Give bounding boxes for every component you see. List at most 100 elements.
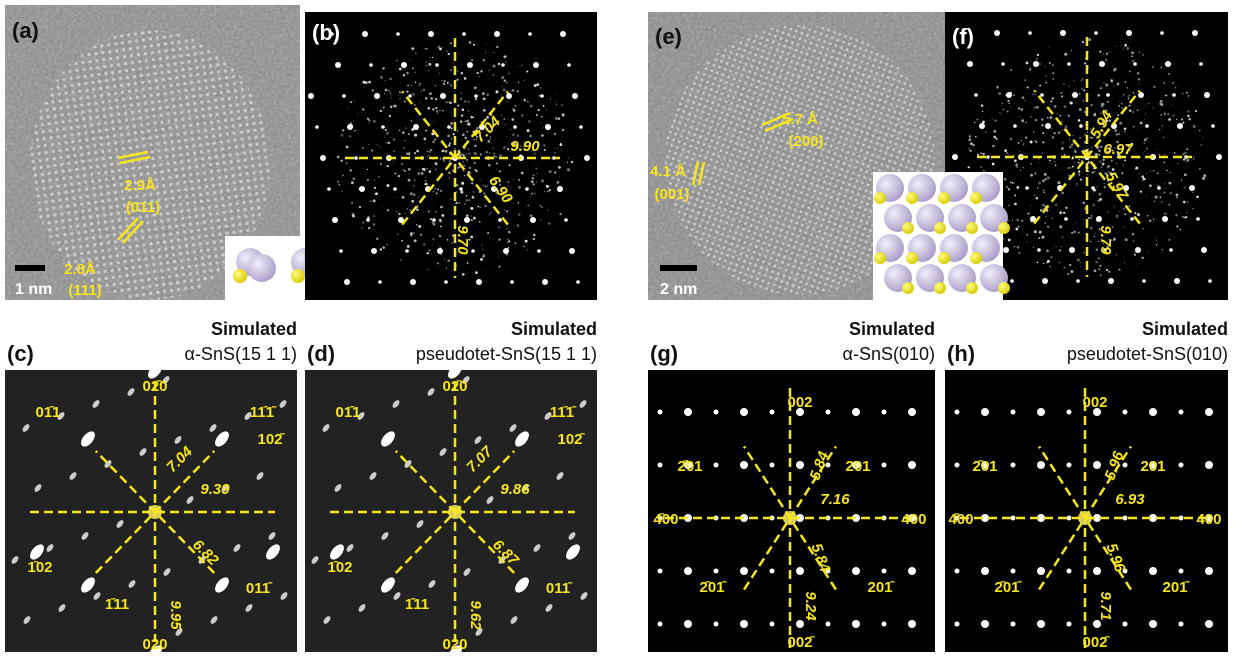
speckle <box>439 158 440 159</box>
speckle <box>1018 107 1021 110</box>
speckle <box>1149 184 1152 187</box>
diffraction-spot <box>1106 93 1110 97</box>
speckle <box>468 152 470 154</box>
speckle <box>386 184 389 187</box>
speckle <box>1033 247 1034 248</box>
speckle <box>1182 93 1183 94</box>
speckle <box>435 211 437 213</box>
speckle <box>421 90 423 92</box>
speckle <box>1076 185 1077 186</box>
speckle <box>1202 177 1205 180</box>
speckle <box>1088 38 1091 41</box>
speckle <box>445 150 448 153</box>
speckle <box>1074 162 1075 163</box>
diffraction-spot <box>1045 123 1051 129</box>
panel-letter: (e) <box>655 24 682 49</box>
speckle <box>1175 87 1176 88</box>
speckle <box>1017 246 1020 249</box>
spot-label: 002 <box>1082 394 1107 411</box>
speckle <box>377 144 378 145</box>
diffraction-spot <box>545 124 551 130</box>
speckle <box>465 168 466 169</box>
speckle <box>1081 78 1083 80</box>
speckle <box>1064 267 1065 268</box>
diffraction-spot <box>444 280 448 284</box>
diffraction-spot <box>557 186 563 192</box>
spot-label: 4̄00 <box>653 511 678 528</box>
speckle <box>350 101 352 103</box>
diffraction-spot <box>882 569 887 574</box>
speckle <box>534 84 537 87</box>
speckle <box>437 48 438 49</box>
speckle <box>1013 94 1015 96</box>
speckle <box>439 110 441 112</box>
speckle <box>498 226 500 228</box>
speckle <box>1047 176 1050 179</box>
speckle <box>363 87 364 88</box>
speckle <box>1088 148 1090 150</box>
speckle <box>1119 122 1122 125</box>
speckle <box>1098 257 1101 260</box>
speckle <box>1162 125 1163 126</box>
panel-letter: (g) <box>650 341 678 366</box>
speckle <box>416 224 418 226</box>
speckle <box>425 183 427 185</box>
speckle <box>536 83 539 86</box>
diffraction-spot <box>359 186 365 192</box>
speckle <box>1161 201 1163 203</box>
speckle <box>473 139 474 140</box>
speckle <box>1102 163 1105 166</box>
speckle <box>1019 150 1020 151</box>
speckle <box>410 120 412 122</box>
speckle <box>435 188 436 189</box>
speckle <box>489 152 491 154</box>
speckle <box>407 245 410 248</box>
speckle <box>1092 171 1094 173</box>
speckle <box>1187 110 1189 112</box>
diffraction-spot <box>413 124 419 130</box>
speckle <box>440 206 443 209</box>
speckle <box>1042 236 1045 239</box>
speckle <box>1116 163 1117 164</box>
diffraction-spot <box>1011 516 1016 521</box>
speckle <box>434 139 436 141</box>
speckle <box>504 80 506 82</box>
speckle <box>475 271 478 274</box>
speckle <box>1006 186 1008 188</box>
speckle <box>1036 106 1039 109</box>
speckle <box>527 249 528 250</box>
speckle <box>540 87 541 88</box>
speckle <box>558 166 561 169</box>
speckle <box>1018 142 1020 144</box>
speckle <box>483 192 485 194</box>
spot-label: 4̄00 <box>948 511 973 528</box>
speckle <box>985 132 986 133</box>
speckle <box>1008 205 1009 206</box>
speckle <box>1008 239 1011 242</box>
speckle <box>411 85 412 86</box>
speckle <box>1107 211 1108 212</box>
atom <box>902 222 914 234</box>
speckle <box>1063 83 1065 85</box>
speckle <box>438 113 439 114</box>
speckle <box>399 91 401 93</box>
speckle <box>1054 105 1057 108</box>
speckle <box>473 44 475 46</box>
speckle <box>1041 118 1044 121</box>
speckle <box>467 262 469 264</box>
speckle <box>1186 159 1189 162</box>
diffraction-spot <box>1093 567 1101 575</box>
speckle <box>391 97 392 98</box>
speckle <box>533 174 535 176</box>
speckle <box>1061 121 1062 122</box>
speckle <box>1042 153 1043 154</box>
diffraction-spot <box>393 187 397 191</box>
speckle <box>1117 114 1119 116</box>
speckle <box>436 168 437 169</box>
speckle <box>1008 188 1010 190</box>
speckle <box>480 70 482 72</box>
diffraction-spot <box>476 279 482 285</box>
speckle <box>1025 136 1027 138</box>
speckle <box>440 226 442 228</box>
diffraction-spot <box>1011 463 1016 468</box>
